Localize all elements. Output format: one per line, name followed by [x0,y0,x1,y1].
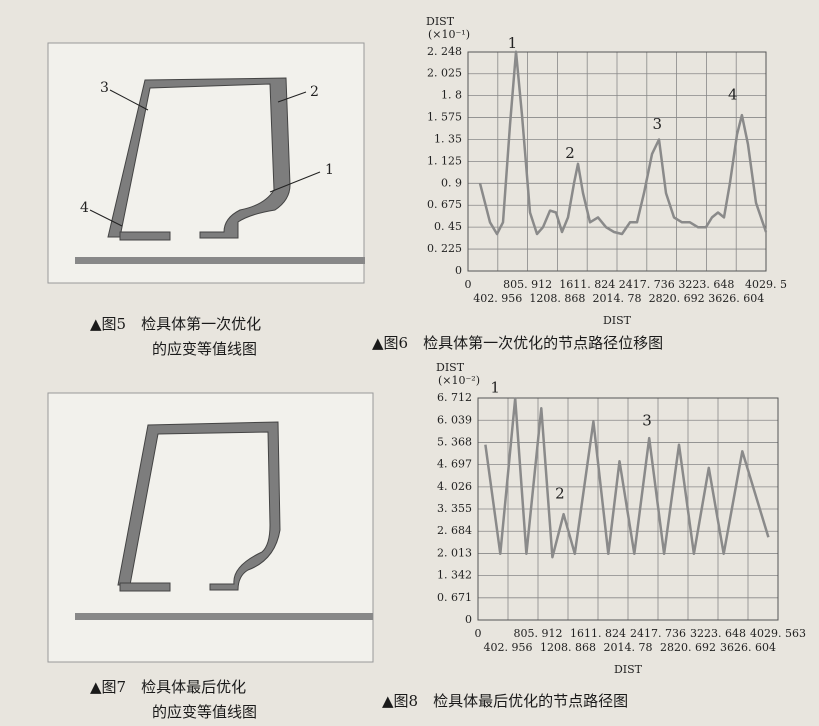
x-tick-label: 402. 956 [484,641,533,654]
y-tick-label: 0. 675 [427,198,462,211]
y-tick-label: 1. 575 [427,111,462,124]
y-tick-label: 2. 684 [437,524,472,537]
x-tick-label: 4029. 5 [745,278,787,291]
x-tick-label: 2820. 692 [649,292,705,305]
y-tick-label: 2. 013 [437,546,472,559]
x-tick-label: 1208. 868 [529,292,585,305]
y-axis-unit: (×10⁻¹) [428,28,470,41]
y-axis-label: DIST [426,15,455,28]
x-tick-label: 805. 912 [514,627,563,640]
x-tick-label: 2820. 692 [660,641,716,654]
callout: 4 [80,200,89,216]
x-tick-label: 2417. 736 [619,278,675,291]
x-tick-label: 3626. 604 [708,292,764,305]
y-tick-label: 0 [455,264,462,277]
x-tick-label: 1611. 824 [570,627,626,640]
y-tick-label: 4. 697 [437,458,472,471]
caption: ▲图5 检具体第一次优化 [90,315,261,333]
y-tick-label: 3. 355 [437,502,472,515]
y-tick-label: 1. 8 [441,89,462,102]
x-tick-label: 3223. 648 [678,278,734,291]
callout: 2 [310,84,319,100]
y-tick-label: 6. 039 [437,413,472,426]
x-axis-label: DIST [614,663,643,676]
y-tick-label: 5. 368 [437,435,472,448]
caption: 的应变等值线图 [152,703,257,721]
annotation: 3 [653,115,663,133]
y-tick-label: 1. 342 [437,569,472,582]
x-tick-label: 2014. 78 [593,292,642,305]
caption: ▲图6 检具体第一次优化的节点路径位移图 [372,334,663,352]
y-tick-label: 2. 025 [427,67,462,80]
annotation: 3 [642,412,652,430]
x-tick-label: 1208. 868 [540,641,596,654]
caption: ▲图7 检具体最后优化 [90,678,246,696]
page: 1 2 3 4 ▲图5 检具体第一次优化 的应变等值线图 ▲图6 检具体第一次优… [0,0,819,726]
fig5-image [48,43,365,283]
document: 1 2 3 4 ▲图5 检具体第一次优化 的应变等值线图 ▲图6 检具体第一次优… [0,0,819,726]
callout: 1 [325,162,334,178]
annotation: 2 [565,144,575,162]
callout: 3 [100,80,109,96]
annotation: 1 [490,378,500,396]
x-tick-label: 3223. 648 [690,627,746,640]
y-tick-label: 0. 225 [427,242,462,255]
y-axis-unit: (×10⁻²) [438,374,480,387]
y-tick-label: 1. 35 [434,132,462,145]
x-tick-label: 2014. 78 [604,641,653,654]
x-tick-label: 4029. 563 [750,627,806,640]
x-tick-label: 805. 912 [503,278,552,291]
y-tick-label: 0 [465,613,472,626]
annotation: 4 [728,86,738,104]
y-tick-label: 6. 712 [437,391,472,404]
x-axis-label: DIST [603,314,632,327]
y-tick-label: 0. 671 [437,591,472,604]
y-tick-label: 1. 125 [427,154,462,167]
x-tick-label: 2417. 736 [630,627,686,640]
data-line [485,398,768,557]
x-tick-label: 0 [465,278,472,291]
y-tick-label: 4. 026 [437,480,472,493]
annotation: 1 [508,34,518,52]
x-tick-label: 3626. 604 [720,641,776,654]
y-axis-label: DIST [436,361,465,374]
y-tick-label: 2. 248 [427,45,462,58]
x-tick-label: 0 [475,627,482,640]
caption: ▲图8 检具体最后优化的节点路径图 [382,692,628,710]
annotation: 2 [555,484,565,502]
data-line [480,52,766,234]
x-tick-label: 402. 956 [473,292,522,305]
x-tick-label: 1611. 824 [559,278,615,291]
y-tick-label: 0. 9 [441,176,462,189]
y-tick-label: 0. 45 [434,220,462,233]
caption: 的应变等值线图 [152,340,257,358]
fig7-image [48,393,373,662]
